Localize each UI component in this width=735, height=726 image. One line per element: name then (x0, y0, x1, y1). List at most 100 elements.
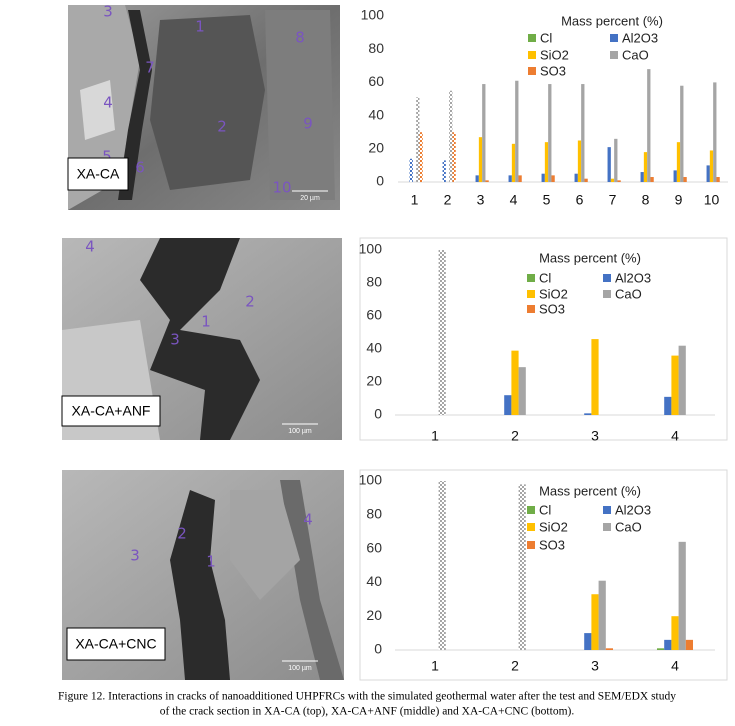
bar (438, 250, 446, 415)
legend-swatch (527, 506, 535, 514)
point-label: 3 (130, 547, 140, 565)
bar (577, 140, 582, 182)
bar (574, 173, 578, 182)
bar (610, 178, 615, 182)
panel-label-box (67, 157, 129, 191)
legend-title: Mass percent (%) (539, 483, 641, 498)
x-tick-label: 2 (444, 192, 452, 208)
bar (518, 175, 522, 182)
point-label: 3 (170, 331, 180, 349)
legend-label: CaO (615, 286, 642, 301)
bar (584, 178, 588, 182)
bar (673, 170, 677, 182)
bar (584, 413, 592, 415)
bar (640, 172, 644, 182)
panel-label: XA-CA (77, 166, 120, 182)
legend-swatch (603, 290, 611, 298)
caption-line: Figure 12. Interactions in cracks of nan… (58, 691, 676, 703)
y-tick-label: 60 (366, 539, 382, 555)
panel-label: XA-CA+CNC (75, 636, 156, 652)
bar (511, 350, 519, 415)
bar (664, 396, 672, 415)
bar (671, 355, 679, 415)
y-tick-label: 60 (368, 73, 384, 89)
bar (676, 142, 681, 182)
panel-label-box (66, 627, 166, 661)
bar (713, 82, 717, 182)
bar (680, 85, 684, 182)
bar (452, 132, 456, 182)
scale-text: 20 µm (300, 195, 320, 202)
legend-swatch (528, 51, 536, 59)
point-label: 4 (85, 238, 95, 256)
bar (515, 80, 519, 182)
legend-label: SiO2 (540, 47, 569, 62)
bar (683, 177, 687, 182)
bar (614, 138, 618, 182)
chart-frame (359, 469, 728, 681)
legend-label: Cl (540, 30, 552, 45)
bar (518, 367, 526, 415)
legend-label: CaO (622, 47, 649, 62)
legend-label: CaO (615, 519, 642, 534)
legend-label: Al2O3 (615, 270, 651, 285)
y-tick-label: 40 (366, 573, 382, 589)
point-label: 1 (195, 18, 205, 36)
legend-label: Cl (539, 502, 551, 517)
legend-swatch (527, 541, 535, 549)
y-tick-label: 100 (359, 472, 383, 488)
bar (504, 395, 512, 415)
x-tick-label: 8 (642, 192, 650, 208)
point-label: 2 (245, 293, 255, 311)
legend-label: Cl (539, 270, 551, 285)
legend-label: SO3 (539, 301, 565, 316)
x-tick-label: 6 (576, 192, 584, 208)
bar (605, 648, 613, 650)
bar (647, 69, 651, 182)
point-label: 4 (303, 511, 313, 529)
legend-swatch (610, 51, 618, 59)
y-tick-label: 20 (368, 140, 384, 156)
legend-swatch (603, 506, 611, 514)
y-tick-label: 60 (366, 307, 382, 323)
x-tick-label: 3 (591, 428, 599, 444)
bar (671, 616, 679, 650)
y-tick-label: 40 (366, 340, 382, 356)
panel-label-box (61, 395, 161, 427)
bar (518, 484, 526, 650)
x-tick-label: 4 (671, 658, 679, 674)
legend-label: SO3 (540, 63, 566, 78)
point-label: 2 (217, 118, 227, 136)
bar (581, 84, 585, 182)
legend-swatch (528, 34, 536, 42)
bar (716, 177, 720, 182)
legend-swatch (527, 523, 535, 531)
bar (709, 150, 714, 182)
bar (449, 90, 453, 182)
x-tick-label: 9 (675, 192, 683, 208)
y-tick-label: 80 (366, 506, 382, 522)
bar (442, 160, 446, 182)
x-tick-label: 5 (543, 192, 551, 208)
point-label: 8 (295, 29, 305, 47)
point-label: 9 (303, 115, 313, 133)
x-tick-label: 10 (704, 192, 720, 208)
point-label: 1 (201, 313, 211, 331)
x-tick-label: 1 (411, 192, 419, 208)
bar (478, 137, 483, 182)
bar (598, 580, 606, 650)
bar (685, 639, 693, 650)
point-label: 1 (206, 553, 216, 571)
sem-image (62, 470, 344, 680)
y-tick-label: 20 (366, 607, 382, 623)
bar (438, 481, 446, 650)
x-tick-label: 2 (511, 658, 519, 674)
y-tick-label: 40 (368, 106, 384, 122)
caption-line: of the crack section in XA-CA (top), XA-… (160, 706, 575, 718)
bar (511, 143, 516, 182)
legend-swatch (603, 274, 611, 282)
bar (678, 345, 686, 415)
bar (678, 541, 686, 650)
legend-swatch (528, 67, 536, 75)
point-label: 3 (103, 3, 113, 21)
